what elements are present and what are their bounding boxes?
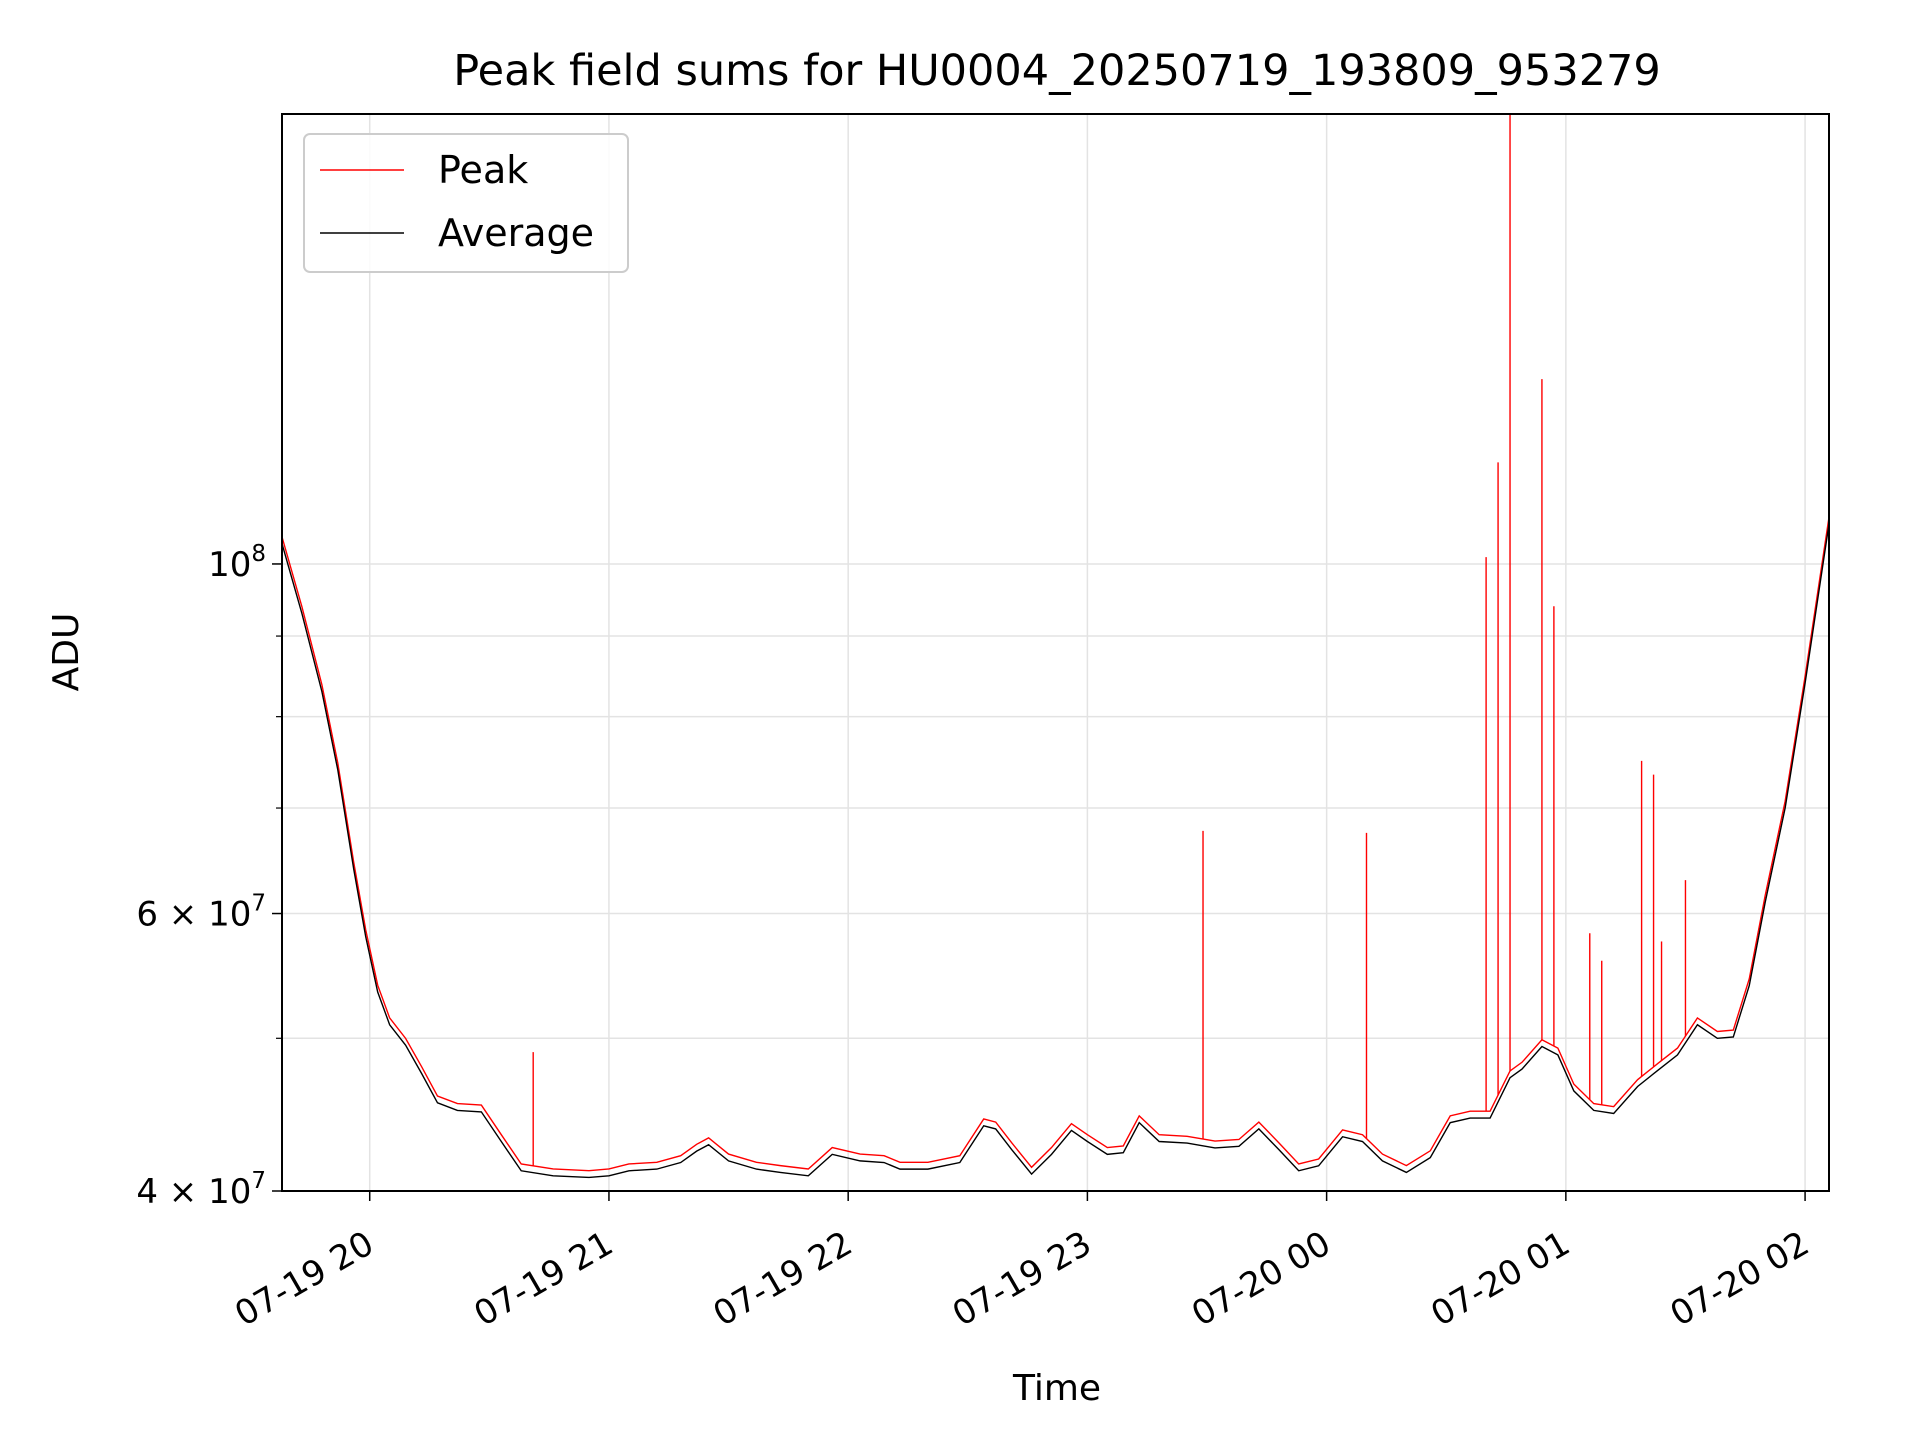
legend: Peak Average: [303, 133, 629, 273]
y-tick-label: 6 × 107: [136, 891, 266, 935]
grid-lines: [282, 114, 1829, 1192]
legend-box: [303, 133, 629, 273]
x-axis-label: Time: [1012, 1368, 1101, 1409]
legend-average-label: Average: [438, 211, 594, 255]
peak-line: [281, 517, 1830, 1172]
y-axis-label: ADU: [46, 613, 87, 692]
legend-peak-label: Peak: [438, 148, 528, 192]
average-line: [281, 523, 1830, 1179]
chart-title: Peak field sums for HU0004_20250719_1938…: [453, 46, 1661, 96]
plot-frame: [281, 113, 1830, 1192]
y-tick-label: 4 × 107: [136, 1168, 266, 1212]
series-average: [281, 523, 1830, 1179]
series-peak: [281, 114, 1830, 1172]
